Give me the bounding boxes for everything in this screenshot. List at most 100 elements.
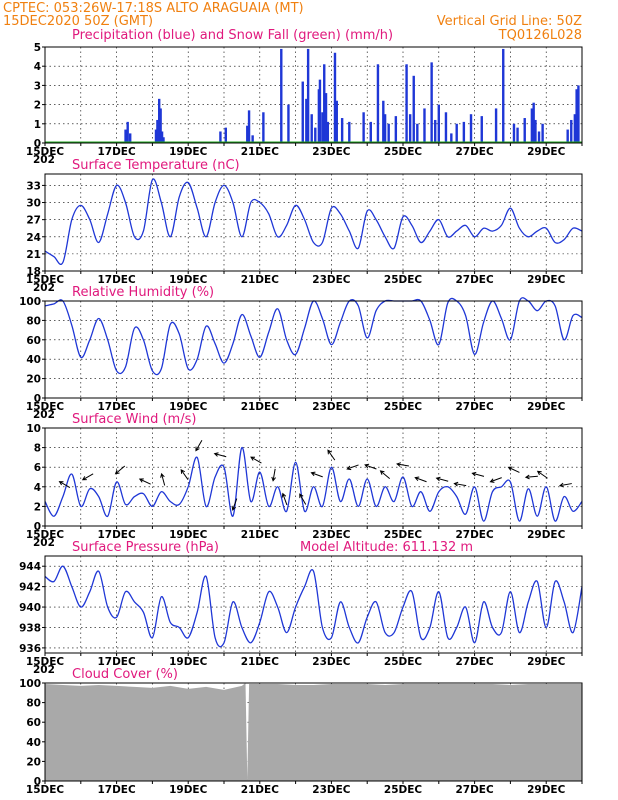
x-tick-label: 21DEC: [241, 274, 280, 286]
precip-bar: [158, 98, 161, 143]
precip-bar: [423, 108, 426, 143]
x-tick-label: 25DEC: [384, 274, 423, 286]
year-label: 202: [33, 409, 55, 421]
temp-panel: 18 21 24 27 30 33 15DEC 17DEC 19DEC 21DEC 23DEC 25D…: [26, 173, 583, 294]
cloud-frame: [44, 682, 583, 782]
precip-bar: [305, 98, 308, 143]
y-tick-label: 2: [34, 100, 41, 112]
x-tick-label: 21DEC: [241, 656, 280, 668]
x-tick-label: 25DEC: [384, 401, 423, 413]
precip-bar: [160, 131, 164, 143]
precip-bar: [129, 133, 132, 143]
wind-arrow: [414, 476, 427, 483]
precip-bar: [247, 110, 251, 143]
precip-bar: [324, 93, 328, 143]
wind-frame: [44, 427, 583, 527]
x-tick-label: 29DEC: [527, 529, 566, 541]
humidity-panel-title: Relative Humidity (%): [72, 285, 214, 300]
x-tick-label: 19DEC: [169, 146, 208, 158]
precip-bar: [159, 108, 162, 143]
x-tick-label: 17DEC: [97, 529, 136, 541]
x-tick-label: 17DEC: [97, 656, 136, 668]
x-tick-label: 27DEC: [455, 656, 494, 668]
y-tick-label: 940: [19, 602, 41, 614]
wind-arrow: [310, 471, 323, 478]
wind-arrow: [379, 470, 391, 480]
x-tick-label: 23DEC: [312, 401, 351, 413]
y-tick-label: 30: [26, 198, 41, 210]
temp-frame: [44, 173, 583, 272]
x-tick-label: 15DEC: [26, 656, 65, 668]
y-tick-label: 0: [34, 393, 41, 405]
wind-arrow: [138, 478, 151, 485]
precip-bar: [310, 114, 313, 143]
precip-bar: [494, 108, 498, 143]
header-model-id: TQ0126L028: [498, 28, 582, 43]
x-tick-label: 19DEC: [169, 656, 208, 668]
wind-panel: 0 2 4 6 8 10 15DEC 17DEC 19DEC 21DEC 23DEC 25DEC 27D…: [26, 423, 583, 549]
precip-bar: [450, 133, 453, 143]
x-tick-label: 17DEC: [97, 274, 136, 286]
precip-bar: [537, 131, 541, 143]
y-tick-label: 1: [34, 119, 41, 131]
cloud-area: [45, 683, 582, 781]
wind-arrow: [271, 468, 276, 482]
wind-arrow: [58, 481, 71, 489]
x-tick-label: 29DEC: [527, 784, 566, 796]
precip-bar: [566, 129, 569, 143]
wind-arrow: [558, 482, 572, 488]
x-tick-label: 27DEC: [455, 401, 494, 413]
precip-bar: [333, 52, 337, 144]
y-tick-label: 942: [19, 582, 41, 594]
precip-bar: [156, 119, 159, 143]
precip-bar: [376, 64, 380, 143]
year-label: 202: [33, 664, 55, 676]
wind-arrow: [471, 471, 485, 477]
precip-panel: 0 1 2 3 4 5 15DEC 17DEC 19DEC 21DEC 23DEC 25DEC 27DE…: [26, 42, 583, 166]
precip-bar: [412, 75, 415, 143]
precip-bar: [287, 104, 290, 143]
precip-bar: [251, 135, 254, 143]
precip-bar: [126, 121, 129, 143]
y-tick-label: 0: [34, 138, 41, 150]
precip-bar: [124, 129, 127, 143]
y-tick-label: 10: [26, 423, 41, 435]
precip-bar: [575, 89, 578, 143]
header-grid-note: Vertical Grid Line: 50Z: [437, 14, 582, 29]
precip-bar: [340, 118, 344, 143]
wind-arrow: [299, 493, 307, 505]
x-tick-label: 15DEC: [26, 274, 65, 286]
y-tick-label: 0: [34, 776, 41, 788]
x-tick-label: 27DEC: [455, 146, 494, 158]
y-tick-label: 60: [26, 335, 41, 347]
cloud-panel-title: Cloud Cover (%): [72, 667, 178, 682]
x-tick-label: 27DEC: [455, 784, 494, 796]
year-label: 202: [33, 537, 55, 549]
header-line1: CPTEC: 053:26W-17:18S ALTO ARAGUAIA (MT): [3, 1, 304, 16]
x-tick-label: 15DEC: [26, 401, 65, 413]
precip-bar: [387, 123, 390, 143]
y-tick-label: 8: [34, 443, 41, 455]
precip-bar: [224, 127, 227, 143]
precip-bar: [541, 123, 544, 143]
year-label: 202: [33, 154, 55, 166]
x-tick-label: 23DEC: [312, 274, 351, 286]
x-tick-label: 19DEC: [169, 274, 208, 286]
precip-bar: [408, 114, 412, 143]
humidity-line: [44, 297, 583, 376]
x-tick-label: 27DEC: [455, 274, 494, 286]
x-tick-label: 25DEC: [384, 656, 423, 668]
x-tick-label: 29DEC: [527, 401, 566, 413]
x-tick-label: 19DEC: [169, 401, 208, 413]
precip-bar: [437, 104, 440, 143]
wind-panel-title: Surface Wind (m/s): [72, 412, 196, 427]
y-tick-label: 40: [26, 737, 41, 749]
wind-arrow: [231, 498, 238, 511]
pressure-frame: [44, 555, 583, 654]
y-tick-label: 944: [19, 561, 41, 573]
year-label: 202: [33, 282, 55, 294]
y-tick-label: 938: [19, 622, 41, 634]
y-tick-label: 100: [19, 296, 41, 308]
x-tick-label: 15DEC: [26, 529, 65, 541]
